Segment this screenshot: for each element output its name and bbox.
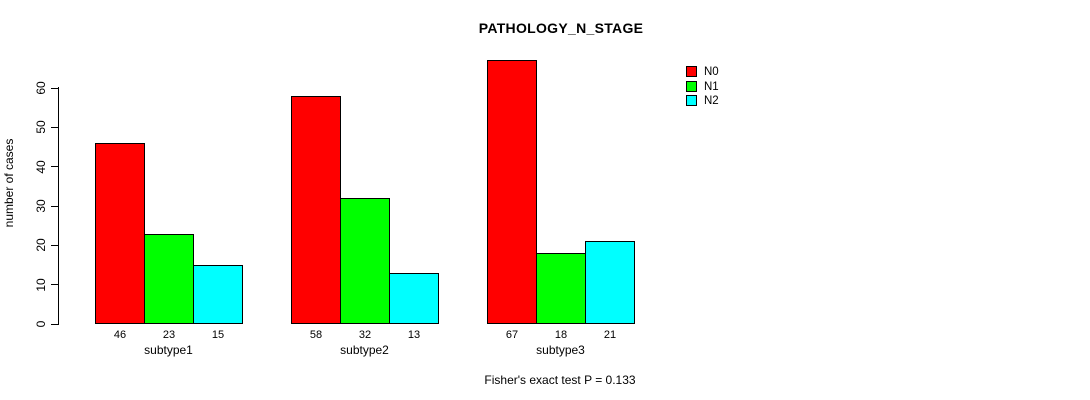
y-tick-mark	[51, 166, 58, 168]
x-axis-label-subtype3: subtype3	[536, 343, 585, 357]
y-tick-mark	[51, 87, 58, 89]
y-tick-label: 60	[34, 81, 48, 95]
bar-value-label: 13	[407, 329, 421, 341]
chart-title: PATHOLOGY_N_STAGE	[478, 20, 644, 36]
legend-label: N1	[704, 80, 719, 93]
y-axis-label: number of cases	[2, 138, 16, 228]
bar-N0-subtype3	[487, 60, 537, 324]
bar-value-label: 21	[603, 329, 617, 341]
bar-value-label: 46	[113, 329, 127, 341]
bar-N0-subtype1	[95, 143, 145, 324]
y-tick-label: 0	[34, 320, 48, 328]
bar-N2-subtype3	[585, 241, 635, 324]
x-axis-label-subtype1: subtype1	[144, 343, 193, 357]
y-tick-mark	[51, 284, 58, 286]
legend-item-N2: N2	[686, 94, 746, 108]
y-tick-mark	[51, 244, 58, 246]
bar-N1-subtype2	[340, 198, 390, 324]
legend-label: N0	[704, 66, 719, 78]
bar-N1-subtype3	[536, 253, 586, 324]
y-tick-label: 10	[34, 277, 48, 292]
annotation-text: Fisher's exact test P = 0.133	[484, 373, 636, 387]
bar-N2-subtype1	[193, 265, 243, 324]
bar-value-label: 32	[358, 329, 372, 341]
legend-label: N2	[704, 95, 719, 107]
bar-N1-subtype1	[144, 234, 194, 324]
y-axis-line	[58, 87, 59, 325]
bar-value-label: 67	[505, 329, 519, 341]
y-tick-mark	[51, 323, 58, 325]
bar-value-label: 18	[554, 329, 568, 341]
y-tick-label: 30	[34, 199, 48, 213]
y-tick-mark	[51, 205, 58, 207]
x-axis-label-subtype2: subtype2	[340, 343, 389, 357]
bar-N0-subtype2	[291, 96, 341, 324]
legend-swatch-N1	[686, 80, 697, 92]
bar-value-label: 58	[309, 329, 323, 341]
bar-value-label: 15	[211, 329, 225, 341]
legend-swatch-N0	[686, 66, 697, 77]
bar-value-label: 23	[162, 329, 176, 341]
y-tick-label: 40	[34, 159, 48, 174]
legend-item-N1: N1	[686, 80, 746, 94]
bar-N2-subtype2	[389, 273, 439, 324]
legend-item-N0: N0	[686, 65, 746, 79]
y-tick-mark	[51, 126, 58, 128]
y-tick-label: 50	[34, 120, 48, 135]
legend-swatch-N2	[686, 95, 697, 106]
y-tick-label: 20	[34, 238, 48, 253]
